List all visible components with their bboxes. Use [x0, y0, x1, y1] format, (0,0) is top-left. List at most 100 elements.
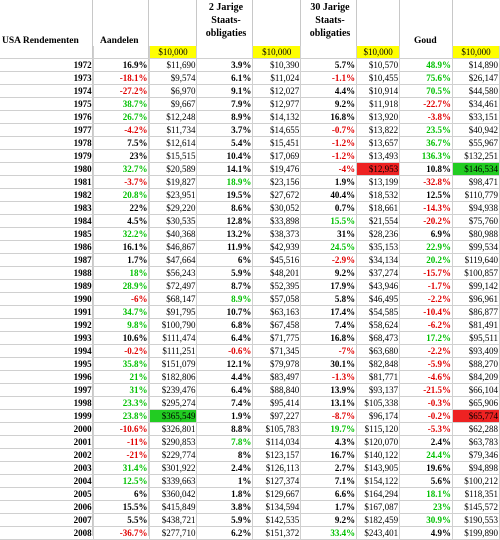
return-cell: 4.5% — [93, 214, 150, 228]
value-cell: $82,848 — [356, 357, 401, 371]
value-cell: $91,795 — [149, 305, 198, 319]
return-cell: -8.7% — [300, 409, 358, 423]
value-cell: $190,553 — [452, 513, 500, 527]
return-cell: 12.5% — [399, 188, 453, 202]
return-cell: 15.5% — [93, 500, 150, 514]
value-cell: $142,535 — [252, 513, 302, 527]
table-row: 1977 -4.2% $11,734 3.7% $14,655 -0.7% $13,822 2… — [0, 123, 500, 137]
value-cell: $95,511 — [452, 331, 500, 345]
return-cell: -1.3% — [300, 370, 358, 384]
returns-table-body: $10,000 $10,000 $10,000 $10,000 1972 16.9… — [0, 46, 500, 540]
value-cell: $12,027 — [252, 84, 302, 98]
return-cell: 31.4% — [93, 461, 150, 475]
value-cell: $63,680 — [356, 344, 401, 358]
return-cell: -1.7% — [399, 279, 453, 293]
year-cell: 1990 — [0, 292, 94, 306]
table-row: 1983 22% $29,220 8.6% $30,052 0.7% $18,661 -14.… — [0, 201, 500, 215]
year-cell: 1989 — [0, 279, 94, 293]
table-row: 1978 7.5% $12,614 5.4% $15,451 -1.2% $13,657 36… — [0, 136, 500, 150]
return-cell: 13.1% — [300, 396, 358, 410]
year-cell: 1997 — [0, 383, 94, 397]
value-cell: $13,920 — [356, 110, 401, 124]
year-cell: 1993 — [0, 331, 94, 345]
year-cell: 1995 — [0, 357, 94, 371]
return-cell: 10.7% — [196, 305, 254, 319]
return-cell: 136.3% — [399, 149, 453, 163]
year-cell: 2008 — [0, 526, 94, 540]
return-cell: 30.1% — [300, 357, 358, 371]
return-cell: 6.4% — [196, 383, 254, 397]
value-cell: $80,988 — [452, 227, 500, 241]
value-cell: $10,455 — [356, 71, 401, 85]
return-cell: -21% — [93, 448, 150, 462]
value-cell: $15,451 — [252, 136, 302, 150]
year-cell: 1976 — [0, 110, 94, 124]
table-row: 2003 31.4% $301,922 2.4% $126,113 2.7% $143,90… — [0, 461, 500, 475]
return-cell: 13.2% — [196, 227, 254, 241]
return-cell: 4.3% — [300, 435, 358, 449]
return-cell: 6% — [196, 253, 254, 267]
value-cell: $129,667 — [252, 487, 302, 501]
table-row: 1973 -18.1% $9,574 6.1% $11,024 -1.1% $10,455 7… — [0, 71, 500, 85]
return-cell: -6.2% — [399, 318, 453, 332]
value-cell: $71,775 — [252, 331, 302, 345]
return-cell: 6.2% — [196, 526, 254, 540]
return-cell: 3.9% — [196, 58, 254, 72]
value-cell: $146,534 — [452, 162, 500, 176]
return-cell: 8.9% — [196, 292, 254, 306]
value-cell: $71,345 — [252, 344, 302, 358]
bonds30-header-line1: 30 Jarige — [310, 2, 350, 13]
start-amount-gold: $10,000 — [452, 46, 500, 59]
return-cell: 1.8% — [196, 487, 254, 501]
table-row: 2008 -36.7% $277,710 6.2% $151,372 33.4% $243,… — [0, 526, 500, 540]
return-cell: 30.9% — [399, 513, 453, 527]
return-cell: 31% — [300, 227, 358, 241]
value-cell: $140,122 — [356, 448, 401, 462]
value-cell: $11,734 — [149, 123, 198, 137]
value-cell: $42,939 — [252, 240, 302, 254]
return-cell: 4.4% — [300, 84, 358, 98]
return-cell: -1.1% — [300, 71, 358, 85]
year-cell: 1996 — [0, 370, 94, 384]
value-cell: $143,905 — [356, 461, 401, 475]
table-row: 1997 31% $239,476 6.4% $88,840 13.9% $93,137 -2… — [0, 383, 500, 397]
return-cell: 8% — [196, 448, 254, 462]
return-cell: 17.2% — [399, 331, 453, 345]
value-cell: $63,163 — [252, 305, 302, 319]
value-cell: $56,243 — [149, 266, 198, 280]
return-cell: 5.7% — [300, 58, 358, 72]
bonds2-header: 2 Jarige Staats- obligaties — [190, 1, 262, 40]
value-cell: $151,079 — [149, 357, 198, 371]
table-row: 1996 21% $182,806 4.4% $83,497 -1.3% $81,771 -4… — [0, 370, 500, 384]
return-cell: 17.9% — [300, 279, 358, 293]
table-row: 1987 1.7% $47,664 6% $45,516 -2.9% $34,134 20.2… — [0, 253, 500, 267]
return-cell: 6% — [93, 487, 150, 501]
value-cell: $119,640 — [452, 253, 500, 267]
value-cell: $20,589 — [149, 162, 198, 176]
value-cell: $33,151 — [452, 110, 500, 124]
gold-header: Goud — [414, 36, 437, 46]
return-cell: -0.2% — [399, 409, 453, 423]
value-cell: $100,790 — [149, 318, 198, 332]
return-cell: 32.2% — [93, 227, 150, 241]
table-row: 2005 6% $360,042 1.8% $129,667 6.6% $164,294 18… — [0, 487, 500, 501]
return-cell: 13.9% — [300, 383, 358, 397]
return-cell: 34.7% — [93, 305, 150, 319]
return-cell: -20.2% — [399, 214, 453, 228]
value-cell: $66,104 — [452, 383, 500, 397]
table-row: 1990 -6% $68,147 8.9% $57,058 5.8% $46,495 -2.2… — [0, 292, 500, 306]
value-cell: $48,201 — [252, 266, 302, 280]
table-row: 1972 16.9% $11,690 3.9% $10,390 5.7% $10,570 48… — [0, 58, 500, 72]
year-cell: 2007 — [0, 513, 94, 527]
value-cell: $132,251 — [452, 149, 500, 163]
value-cell: $43,946 — [356, 279, 401, 293]
value-cell: $182,459 — [356, 513, 401, 527]
return-cell: 10.8% — [399, 162, 453, 176]
value-cell: $94,898 — [452, 461, 500, 475]
table-row: 1980 32.7% $20,589 14.1% $19,476 -4% $12,953 10… — [0, 162, 500, 176]
return-cell: -3.8% — [399, 110, 453, 124]
value-cell: $120,070 — [356, 435, 401, 449]
return-cell: 23.5% — [399, 123, 453, 137]
value-cell: $21,554 — [356, 214, 401, 228]
return-cell: 16.8% — [300, 331, 358, 345]
